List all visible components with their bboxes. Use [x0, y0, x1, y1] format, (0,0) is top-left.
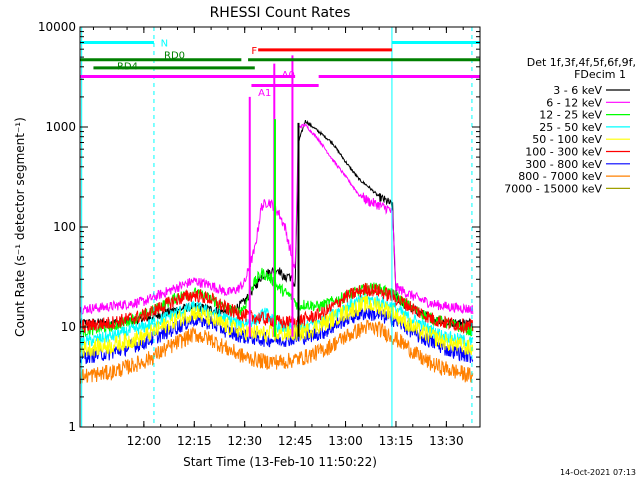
legend-label-4: 50 - 100 keV: [532, 133, 602, 146]
legend-label-3: 25 - 50 keV: [539, 121, 602, 134]
legend-label-5: 100 - 300 keV: [525, 146, 602, 159]
series-100-300kev: [79, 282, 474, 335]
bar-label-a0: A0: [282, 70, 295, 81]
legend-label-0: 3 - 6 keV: [553, 84, 602, 97]
x-tick-label-1: 12:15: [177, 434, 212, 448]
y-tick-label-3: 1000: [45, 120, 76, 134]
x-tick-label-4: 13:00: [328, 434, 363, 448]
legend-label-7: 800 - 7000 keV: [518, 170, 602, 183]
bar-label-f: F: [251, 46, 257, 57]
timestamp: 14-Oct-2021 07:13: [560, 468, 636, 477]
legend-label-1: 6 - 12 keV: [546, 96, 602, 109]
axis-layer: 12:00 12:15 12:30 12:45 13:00 13:15 13:30 1 10 10…: [38, 20, 481, 448]
bar-label-rd0: RD0: [164, 51, 185, 62]
legend-label-8: 7000 - 15000 keV: [504, 182, 602, 195]
bar-label-a1: A1: [258, 88, 271, 99]
x-tick-label-6: 13:30: [429, 434, 464, 448]
legend-title-line2: FDecim 1: [574, 68, 626, 81]
series-layer: [79, 55, 474, 385]
y-axis-label: Count Rate (s⁻¹ detector segment⁻¹): [13, 117, 27, 337]
x-tick-label-0: 12:00: [127, 434, 162, 448]
x-tick-label-5: 13:15: [379, 434, 414, 448]
y-tick-label-2: 100: [53, 220, 76, 234]
bar-label-rd4: RD4: [117, 62, 138, 73]
bar-label-n: N: [161, 38, 168, 49]
legend-title-line1: Det 1f,3f,4f,5f,6f,9f,: [527, 56, 636, 69]
x-axis-label: Start Time (13-Feb-10 11:50:22): [183, 455, 377, 469]
series-6-12kev: [79, 122, 474, 315]
legend-label-2: 12 - 25 keV: [539, 109, 602, 122]
y-tick-label-0: 1: [68, 420, 76, 434]
series-50-100kev: [79, 295, 474, 357]
legend-label-6: 300 - 800 keV: [525, 158, 602, 171]
y-tick-label-1: 10: [61, 320, 76, 334]
x-tick-label-2: 12:30: [227, 434, 262, 448]
x-tick-label-3: 12:45: [278, 434, 313, 448]
series-800-7000kev: [79, 319, 474, 385]
chart-title: RHESSI Count Rates: [210, 5, 351, 21]
legend: Det 1f,3f,4f,5f,6f,9f, FDecim 1 3 - 6 ke…: [504, 56, 636, 195]
series-300-800kev: [79, 306, 474, 365]
y-tick-label-4: 10000: [38, 20, 76, 34]
